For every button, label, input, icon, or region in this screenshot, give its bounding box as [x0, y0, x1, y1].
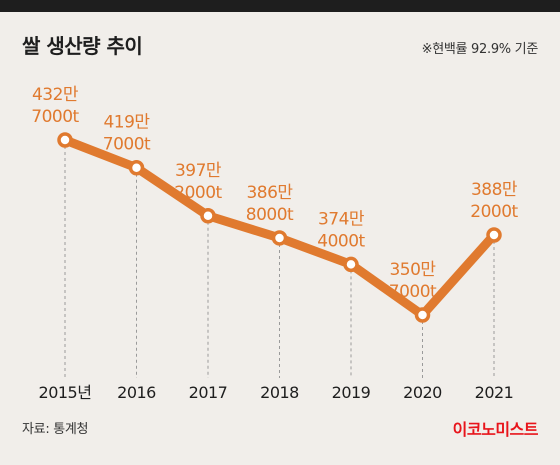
- data-label: 386만: [246, 183, 293, 203]
- chart-title: 쌀 생산량 추이: [22, 34, 143, 58]
- guide-lines: [64, 140, 495, 378]
- x-tick-labels: 2015년 2016 2017 2018 2019 2020 2021: [39, 383, 514, 402]
- data-label: 7000t: [389, 282, 437, 302]
- data-point: [200, 208, 216, 224]
- data-label: 374만: [318, 209, 365, 229]
- data-point: [271, 230, 288, 246]
- data-point: [414, 307, 431, 323]
- data-point: [486, 227, 502, 243]
- x-tick-label: 2021: [475, 383, 514, 402]
- data-label: 397만: [175, 161, 222, 181]
- data-point: [343, 256, 359, 273]
- data-label: 7000t: [31, 107, 79, 127]
- x-tick-label: 2015년: [39, 383, 92, 402]
- data-point: [57, 132, 73, 148]
- data-label: 432만: [32, 85, 79, 105]
- data-points: [57, 132, 502, 323]
- data-label: 388만: [471, 180, 518, 200]
- data-label: 350만: [389, 260, 436, 280]
- brand-logo: 이코노미스트: [452, 420, 539, 439]
- x-tick-label: 2018: [260, 383, 299, 402]
- x-tick-label: 2019: [332, 383, 371, 402]
- source-note: 자료: 통계청: [22, 422, 89, 437]
- data-label: 2000t: [470, 202, 518, 222]
- basis-note: ※현백률 92.9% 기준: [421, 42, 539, 57]
- x-tick-label: 2020: [403, 383, 442, 402]
- data-point: [128, 159, 145, 176]
- top-bar: [0, 0, 560, 12]
- x-tick-label: 2017: [189, 383, 228, 402]
- x-tick-label: 2016: [117, 383, 156, 402]
- data-label: 2000t: [174, 183, 222, 203]
- data-label: 8000t: [246, 205, 294, 225]
- data-label: 419만: [103, 113, 150, 133]
- data-label: 4000t: [317, 231, 365, 251]
- data-label: 7000t: [103, 135, 151, 155]
